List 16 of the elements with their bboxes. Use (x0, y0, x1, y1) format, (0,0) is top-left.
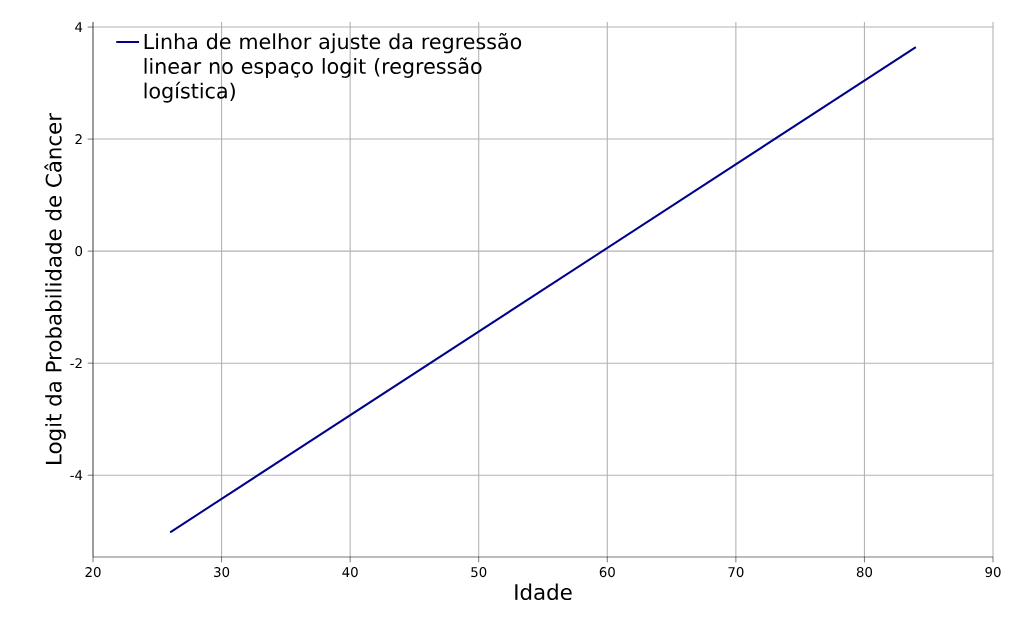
x-tick-label: 70 (728, 567, 744, 578)
y-tick-label: -4 (70, 470, 83, 481)
x-tick-label: 30 (214, 567, 230, 578)
x-tick-label: 60 (599, 567, 615, 578)
legend-label: Linha de melhor ajuste da regressão linear no espaço logit (regressão logística) (144, 32, 522, 103)
y-tick-label: 2 (75, 134, 82, 145)
y-tick-label: 0 (75, 246, 83, 257)
x-tick-label: 80 (856, 567, 873, 578)
y-tick-label: 4 (75, 22, 83, 32)
x-tick-label: 50 (471, 567, 487, 578)
x-tick-label: 20 (85, 567, 101, 578)
x-tick-label: 90 (985, 567, 1001, 578)
x-axis-title: Idade (515, 583, 572, 601)
x-tick-label: 40 (342, 567, 358, 578)
y-axis-title: Logit da Probabilidade de Câncer (44, 112, 66, 464)
y-tick-label: -2 (70, 358, 82, 369)
